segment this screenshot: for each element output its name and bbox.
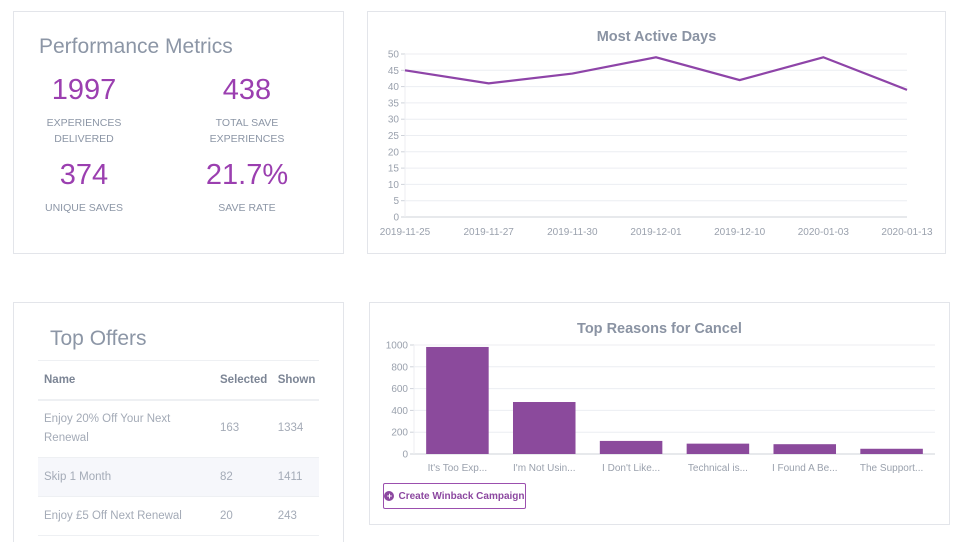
- metric-save-rate: 21.7% SAVE RATE: [177, 159, 317, 216]
- offer-shown: 1334: [272, 400, 319, 458]
- offer-name: Enjoy £5 Off Next Renewal: [38, 497, 214, 536]
- line-chart: 0 5 10 15 20 25 30 35 40 45 50 2019-11-25 2019-11-27…: [368, 12, 947, 255]
- x-tick-label: 2019-11-30: [547, 227, 598, 238]
- y-tick-label: 600: [391, 384, 408, 395]
- offer-selected: 82: [214, 458, 272, 497]
- y-tick-label: 800: [391, 362, 408, 373]
- create-winback-campaign-button[interactable]: + Create Winback Campaign: [383, 483, 526, 509]
- metric-value: 374: [14, 159, 154, 192]
- y-tick-label: 0: [402, 450, 408, 461]
- y-tick-label: 5: [393, 196, 399, 207]
- column-header-shown[interactable]: Shown: [272, 361, 319, 400]
- bar-chart: 0 200 400 600 800 1000 It's Too Exp... I'm Not …: [370, 303, 951, 478]
- x-tick-label: Technical is...: [688, 463, 748, 474]
- metric-value: 438: [177, 74, 317, 107]
- bar: [426, 347, 489, 454]
- y-tick-label: 40: [388, 82, 400, 93]
- top-offers-title: Top Offers: [50, 327, 147, 351]
- winback-button-label: Create Winback Campaign: [398, 491, 524, 502]
- offer-shown: 1411: [272, 458, 319, 497]
- metric-value: 1997: [14, 74, 154, 107]
- y-tick-label: 45: [388, 66, 400, 77]
- metric-value: 21.7%: [177, 159, 317, 192]
- y-tick-label: 50: [388, 50, 400, 61]
- top-offers-table: Name Selected Shown Enjoy 20% Off Your N…: [38, 360, 319, 536]
- x-tick-label: 2020-01-03: [798, 227, 850, 238]
- y-tick-label: 25: [388, 131, 400, 142]
- top-offers-card: Top Offers Name Selected Shown Enjoy 20%…: [13, 302, 344, 542]
- column-header-name[interactable]: Name: [38, 361, 214, 400]
- bar: [773, 444, 836, 454]
- y-tick-label: 10: [388, 180, 400, 191]
- x-tick-label: It's Too Exp...: [428, 463, 488, 474]
- metric-label: UNIQUE SAVES: [14, 200, 154, 216]
- x-tick-label: I'm Not Usin...: [513, 463, 575, 474]
- performance-metrics-title: Performance Metrics: [39, 35, 233, 59]
- table-header-row: Name Selected Shown: [38, 361, 319, 400]
- metric-unique-saves: 374 UNIQUE SAVES: [14, 159, 154, 216]
- y-tick-label: 15: [388, 164, 400, 175]
- x-tick-label: 2019-11-25: [380, 227, 431, 238]
- x-tick-label: 2019-12-01: [630, 227, 682, 238]
- y-tick-label: 30: [388, 115, 400, 126]
- metric-label: SAVE RATE: [177, 200, 317, 216]
- series-line: [405, 57, 907, 90]
- offer-name: Skip 1 Month: [38, 458, 214, 497]
- bar: [687, 444, 750, 454]
- plus-circle-icon: +: [384, 491, 394, 501]
- y-tick-label: 20: [388, 147, 400, 158]
- bar: [860, 449, 923, 454]
- bar: [513, 402, 576, 454]
- y-tick-label: 1000: [386, 341, 409, 352]
- offer-selected: 163: [214, 400, 272, 458]
- bar: [600, 441, 663, 454]
- x-tick-label: 2020-01-13: [881, 227, 933, 238]
- table-row[interactable]: Skip 1 Month 82 1411: [38, 458, 319, 497]
- x-tick-label: The Support...: [860, 463, 923, 474]
- x-tick-label: 2019-12-10: [714, 227, 766, 238]
- x-tick-label: 2019-11-27: [463, 227, 514, 238]
- y-tick-label: 35: [388, 98, 400, 109]
- column-header-selected[interactable]: Selected: [214, 361, 272, 400]
- y-tick-label: 0: [393, 213, 399, 224]
- table-row[interactable]: Enjoy £5 Off Next Renewal 20 243: [38, 497, 319, 536]
- y-tick-label: 200: [391, 428, 408, 439]
- offer-selected: 20: [214, 497, 272, 536]
- x-tick-label: I Don't Like...: [602, 463, 660, 474]
- offer-shown: 243: [272, 497, 319, 536]
- y-tick-label: 400: [391, 406, 408, 417]
- x-tick-label: I Found A Be...: [772, 463, 838, 474]
